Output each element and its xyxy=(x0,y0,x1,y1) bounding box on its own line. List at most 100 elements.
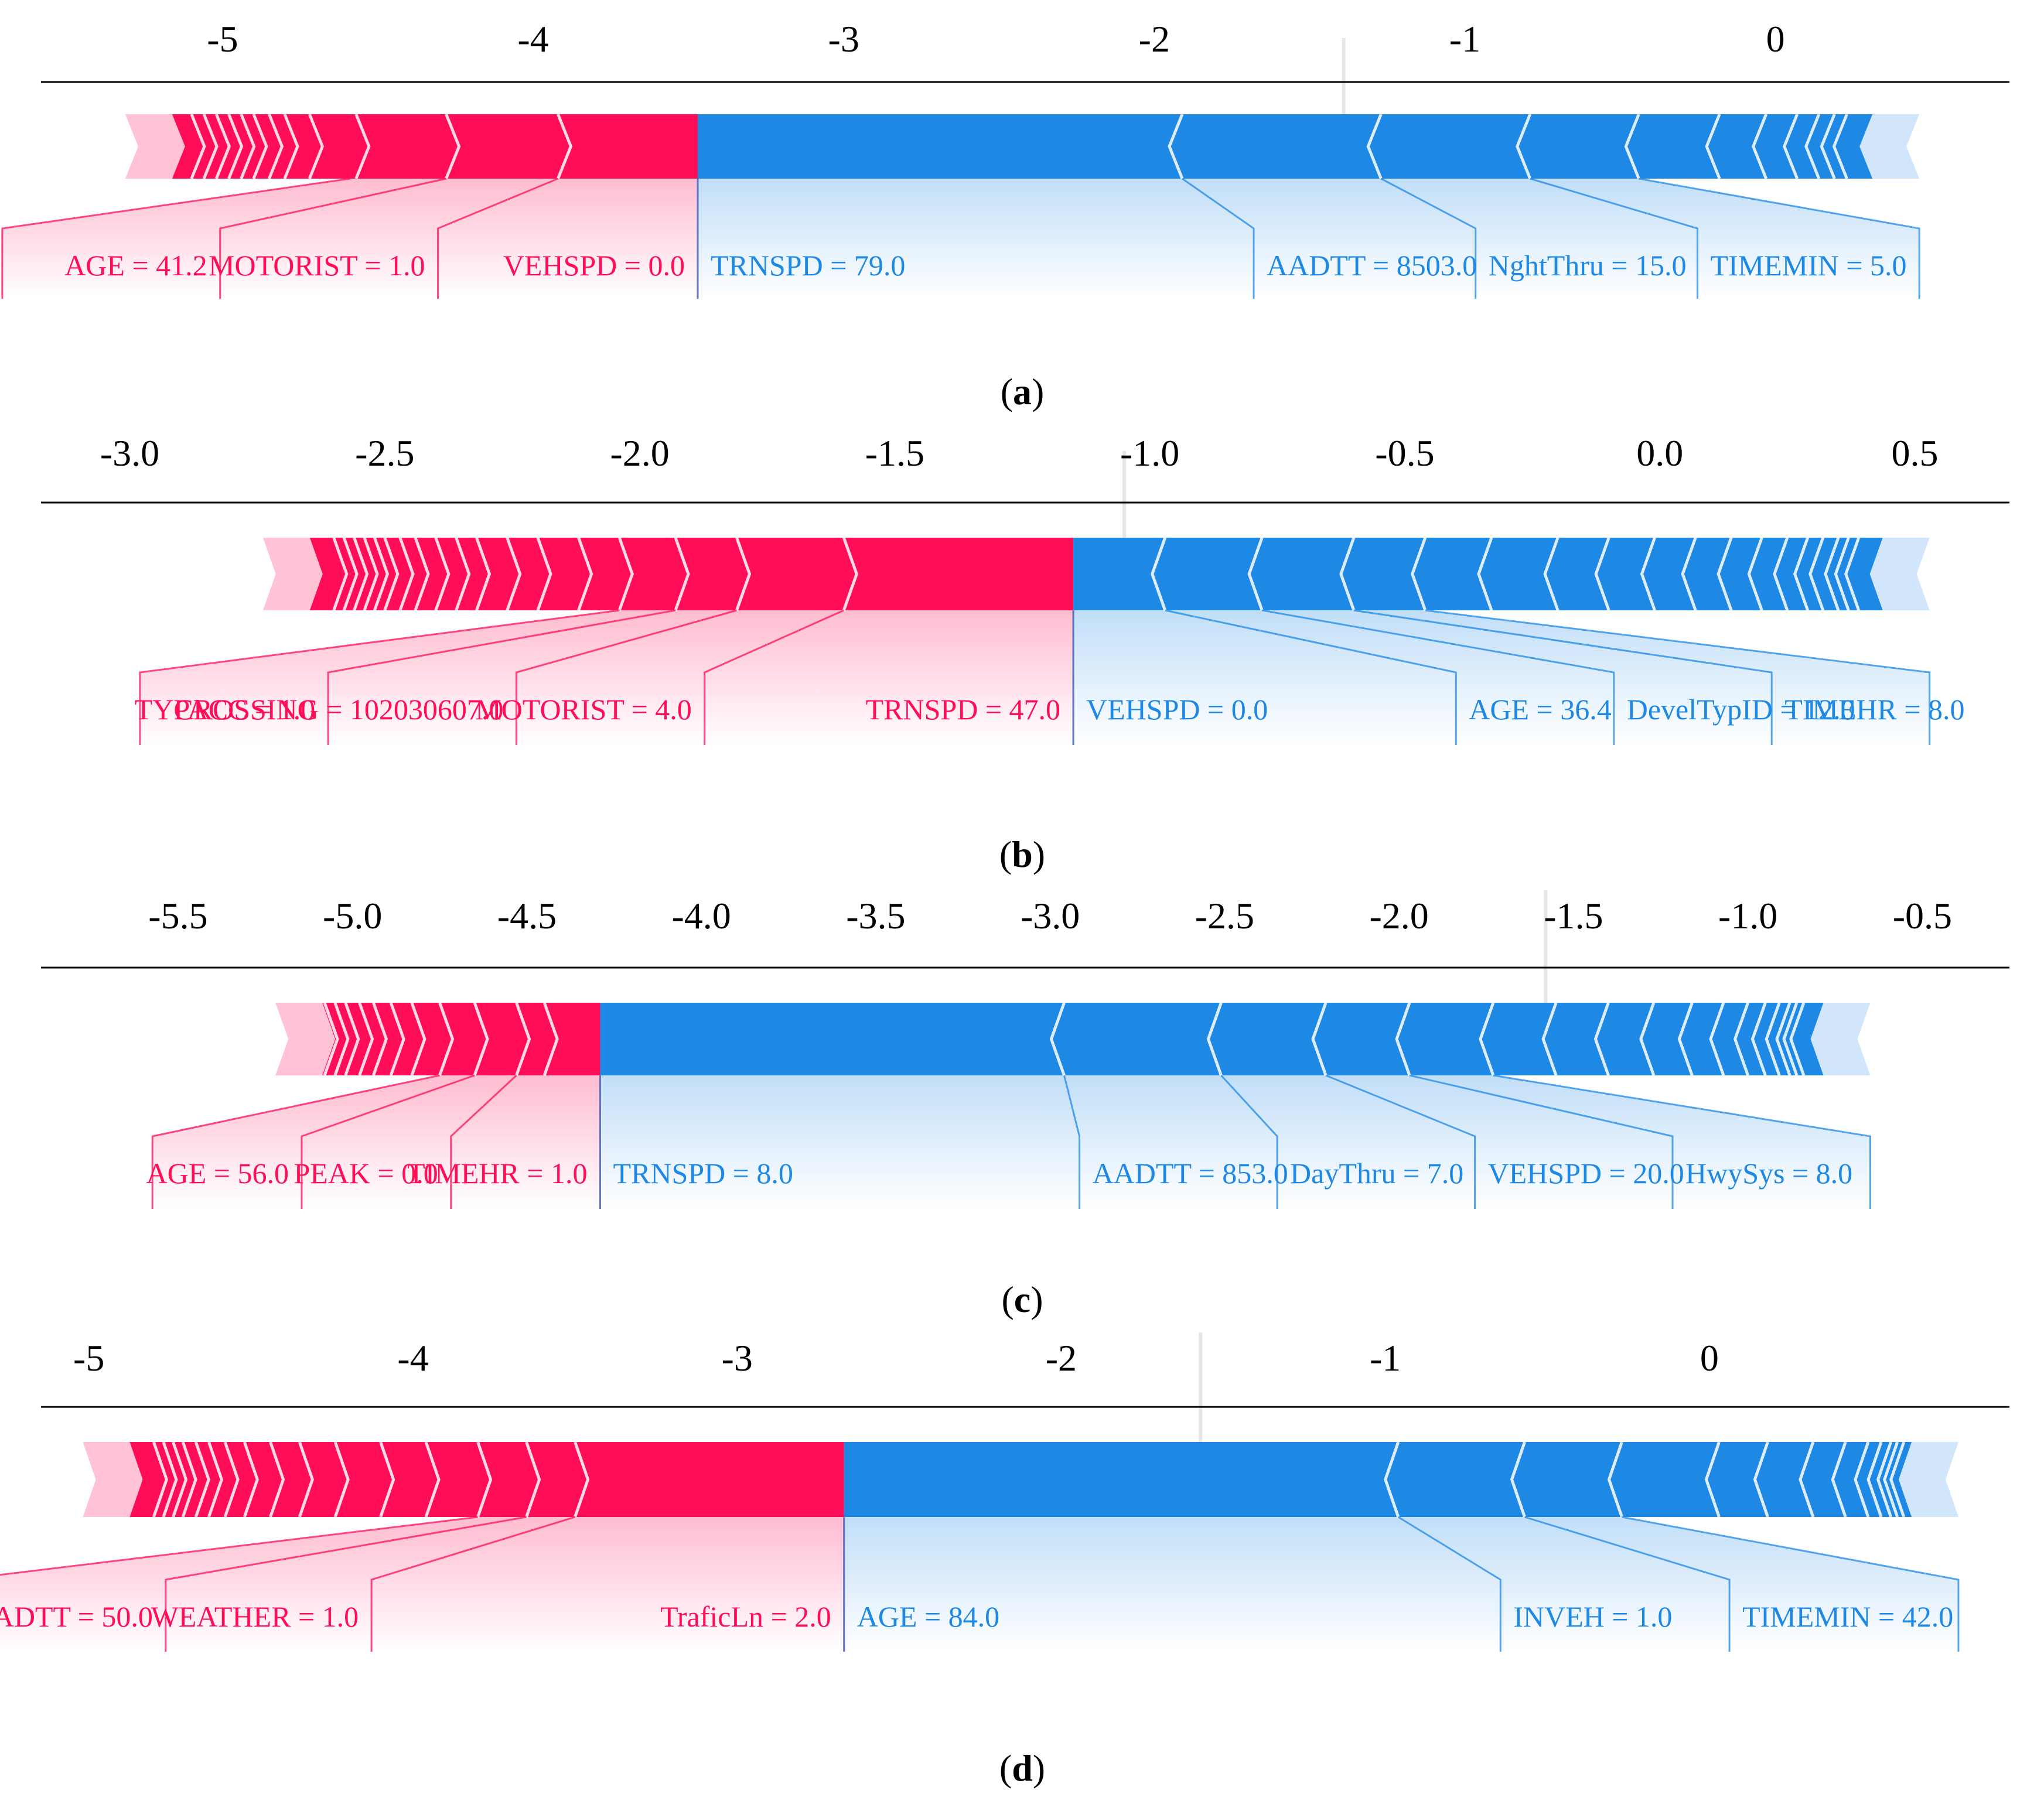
negative-chevron xyxy=(1733,1002,1749,1076)
panel-b-bar xyxy=(262,537,1930,611)
positive-bar xyxy=(309,538,1074,610)
positive-chevron xyxy=(344,1002,360,1076)
positive-chevron xyxy=(358,1002,374,1076)
negative-chevron xyxy=(1479,1002,1495,1076)
positive-chevron xyxy=(398,537,415,611)
feature-connector xyxy=(1063,1075,1081,1209)
feature-label: AADTT = 50.0 xyxy=(0,1600,153,1633)
panel-d-axis: -5 -4 -3 -2 -1 0 xyxy=(41,1337,2009,1408)
feature-label: CROSSING = 102030607.0 xyxy=(173,693,503,726)
negative-bar xyxy=(600,1003,1824,1075)
positive-bar xyxy=(322,1003,600,1075)
tick-label: -1.5 xyxy=(865,432,924,474)
negative-chevron xyxy=(1717,537,1733,611)
positive-chevron xyxy=(475,537,492,611)
feature-shade xyxy=(2,179,446,299)
tick-label: -3.5 xyxy=(846,895,905,937)
negative-chevron xyxy=(1753,1441,1769,1518)
feature-label: TIMEHR = 1.0 xyxy=(407,1157,587,1190)
positive-chevron xyxy=(354,114,371,179)
tick-label: -0.5 xyxy=(1893,895,1952,937)
feature-connector xyxy=(450,1074,517,1209)
negative-chevron xyxy=(1541,1002,1558,1076)
tick-label: 0.0 xyxy=(1636,432,1683,474)
feature-connector xyxy=(151,1074,440,1209)
feature-label: MOTORIST = 4.0 xyxy=(475,693,691,726)
positive-chevron xyxy=(202,114,219,179)
positive-chevron xyxy=(438,1002,455,1076)
panel-a-shading xyxy=(2,179,1920,299)
panel-c-caption: (c) xyxy=(1001,1279,1043,1320)
positive-chevron xyxy=(515,1002,531,1076)
panel-c-axis: -5.5 -5.0 -4.5 -4.0 -3.5 -3.0 -2.5 -2.0 -1.5 -1.0… xyxy=(41,895,2009,969)
positive-chevron xyxy=(172,1441,188,1518)
negative-bar xyxy=(698,114,1873,179)
positive-chevron xyxy=(372,1002,388,1076)
negative-chevron xyxy=(1751,114,1768,179)
positive-chevron xyxy=(243,1441,259,1518)
feature-connector xyxy=(1639,177,1920,299)
feature-connector xyxy=(1622,1516,1960,1652)
negative-chevron xyxy=(1808,537,1825,611)
negative-chevron xyxy=(1639,1002,1656,1076)
tick-label: -1 xyxy=(1449,18,1480,60)
positive-chevron xyxy=(379,1441,395,1518)
positive-chevron xyxy=(617,537,634,611)
negative-chevron xyxy=(1782,1002,1799,1076)
positive-chevron xyxy=(434,537,451,611)
positive-chevron xyxy=(323,1002,339,1076)
negative-chevron xyxy=(1384,1441,1400,1518)
feature-connector xyxy=(1165,609,1457,745)
feature-connector xyxy=(1182,177,1255,299)
positive-chevron xyxy=(373,537,390,611)
tick-label: -5 xyxy=(73,1337,104,1379)
positive-chevron xyxy=(353,537,369,611)
feature-label: AGE = 56.0 xyxy=(146,1157,288,1190)
negative-chevron xyxy=(1151,537,1167,611)
feature-label: TRNSPD = 79.0 xyxy=(711,249,905,282)
negative-chevron xyxy=(1889,1441,1906,1518)
positive-chevron xyxy=(240,114,256,179)
feature-shade xyxy=(1353,610,1930,745)
positive-chevron xyxy=(207,1441,224,1518)
negative-chevron xyxy=(1607,1441,1623,1518)
tick-label: -3.0 xyxy=(1021,895,1080,937)
feature-label: TIMEMIN = 42.0 xyxy=(1742,1600,1953,1633)
positive-chevron xyxy=(557,114,573,179)
positive-chevron xyxy=(424,1441,441,1518)
panel-b-shading xyxy=(139,610,1930,745)
tick-label: -2.0 xyxy=(610,432,669,474)
positive-chevron xyxy=(190,114,206,179)
negative-chevron xyxy=(1516,114,1532,179)
positive-chevron xyxy=(536,537,552,611)
positive-chevron xyxy=(574,1441,590,1518)
positive-chevron xyxy=(181,1441,197,1518)
tick-label: -4 xyxy=(517,18,548,60)
negative-chevron xyxy=(1339,537,1356,611)
tick-label: -5.0 xyxy=(323,895,382,937)
tick-label: -3 xyxy=(722,1337,753,1379)
negative-chevron xyxy=(1773,537,1789,611)
feature-connector xyxy=(1261,609,1615,745)
positive-chevron xyxy=(414,537,430,611)
positive-chevron xyxy=(542,1002,559,1076)
negative-chevron xyxy=(1395,1002,1411,1076)
negative-chevron xyxy=(1477,537,1493,611)
panel-c: -5.5 -5.0 -4.5 -4.0 -3.5 -3.0 -2.5 -2.0 -1.5 -1.0… xyxy=(41,890,2009,1320)
negative-chevron xyxy=(1834,537,1850,611)
feature-connector xyxy=(370,1516,575,1652)
tick-label: -1.5 xyxy=(1544,895,1603,937)
tick-label: -4 xyxy=(397,1337,428,1379)
negative-chevron xyxy=(1820,114,1836,179)
feature-connector xyxy=(1425,609,1931,745)
tick-label: 0 xyxy=(1700,1337,1719,1379)
negative-chevron xyxy=(1510,1441,1526,1518)
feature-shade xyxy=(165,1517,575,1652)
negative-chevron xyxy=(1804,114,1821,179)
panel-a: -5 -4 -3 -2 -1 0 AGE = 41.2 MOTORIST = 1.0 VEHS… xyxy=(1,18,2009,412)
feature-shade xyxy=(1530,179,1920,299)
feature-label: HwySys = 8.0 xyxy=(1685,1157,1852,1190)
